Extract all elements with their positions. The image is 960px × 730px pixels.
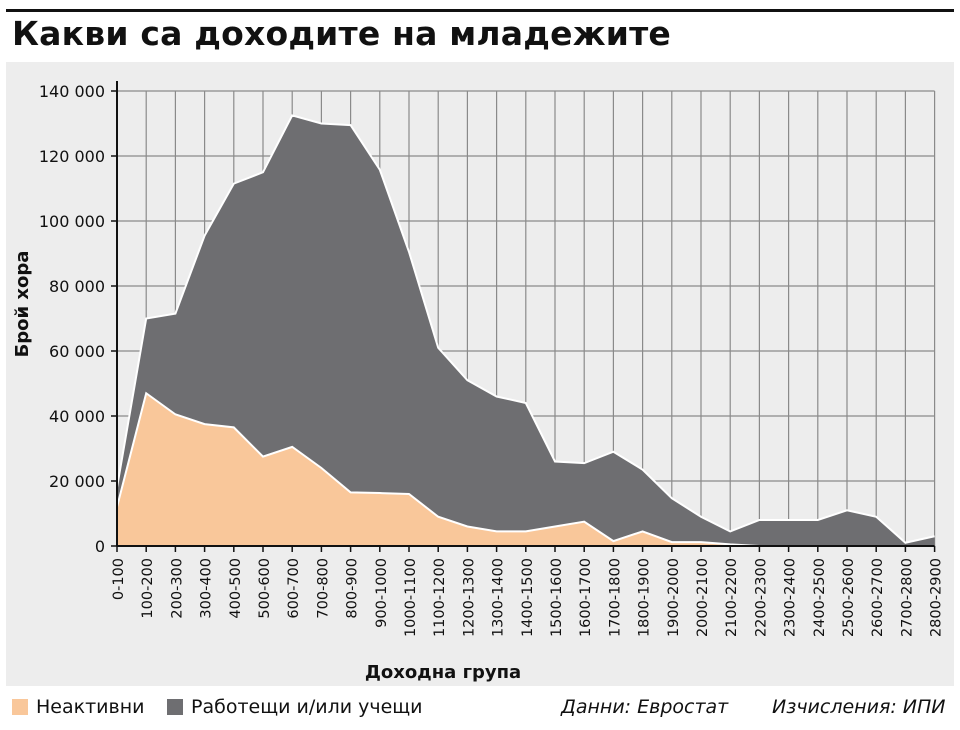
x-tick-label: 1500-1600 [549, 558, 565, 637]
y-tick-label: 140 000 [39, 82, 105, 101]
x-tick-label: 1300-1400 [491, 558, 507, 637]
x-tick-label: 1800-1900 [637, 558, 653, 637]
x-tick-label: 2000-2100 [695, 558, 711, 637]
x-tick-label: 1200-1300 [461, 558, 477, 637]
x-tick-label: 400-500 [228, 558, 244, 619]
x-tick-label: 1000-1100 [403, 558, 419, 637]
x-axis-title: Доходна група [365, 662, 521, 683]
x-tick-label: 700-800 [315, 558, 331, 619]
y-tick-label: 60 000 [49, 342, 105, 361]
chart-panel: 0 20 000 40 000 60 000 80 000 100 000 120 000 1… [6, 62, 954, 686]
x-tick-label: 1600-1700 [578, 558, 594, 637]
x-tick-label: 200-300 [169, 558, 185, 619]
series-area-inactive [117, 393, 935, 546]
x-tick-label: 1400-1500 [520, 558, 536, 637]
legend-swatch-inactive [12, 699, 28, 715]
y-tick-label: 80 000 [49, 277, 105, 296]
x-tick-label: 1700-1800 [607, 558, 623, 637]
legend-label-inactive: Неактивни [36, 696, 145, 718]
y-tick-label: 100 000 [39, 212, 105, 231]
x-tick-label: 2800-2900 [929, 558, 945, 637]
y-tick-label: 40 000 [49, 407, 105, 426]
legend-item-inactive: Неактивни [12, 696, 144, 718]
series-outline-working [116, 114, 935, 544]
x-tick-label: 900-1000 [374, 558, 390, 628]
x-tick-label: 2400-2500 [812, 558, 828, 637]
x-tick-label: 1100-1200 [432, 558, 448, 637]
title-rule [6, 9, 954, 12]
legend: Неактивни Работещи и/или учещи Данни: Ев… [6, 687, 954, 727]
x-tick-label: 300-400 [199, 558, 215, 619]
y-axis-title: Брой хора [12, 251, 33, 358]
x-tick-label: 2500-2600 [841, 558, 857, 637]
x-tick-label: 2100-2200 [724, 558, 740, 637]
x-tick-label: 800-900 [345, 558, 361, 619]
x-tick-label: 100-200 [140, 558, 156, 619]
x-tick-label: 1900-2000 [666, 558, 682, 637]
y-tick-label: 120 000 [39, 147, 105, 166]
x-tick-label: 600-700 [286, 558, 302, 619]
calculations-note: Изчисления: ИПИ [772, 696, 946, 718]
chart-title: Какви са доходите на младежите [12, 14, 671, 53]
legend-item-working: Работещи и/или учещи [167, 696, 423, 718]
x-tick-label: 500-600 [257, 558, 273, 619]
legend-swatch-working [167, 699, 183, 715]
series-area-working [117, 115, 935, 546]
legend-label-working: Работещи и/или учещи [191, 696, 423, 718]
x-tick-label: 2600-2700 [870, 558, 886, 637]
source-note: Данни: Евростат [561, 696, 729, 718]
x-tick-label: 2200-2300 [753, 558, 769, 637]
x-tick-label: 2700-2800 [899, 558, 915, 637]
x-tick-label: 0-100 [111, 558, 127, 600]
y-tick-label: 20 000 [49, 472, 105, 491]
x-tick-label: 2300-2400 [783, 558, 799, 637]
y-tick-label: 0 [95, 537, 105, 556]
area-chart: 0 20 000 40 000 60 000 80 000 100 000 120 000 1… [12, 81, 945, 683]
